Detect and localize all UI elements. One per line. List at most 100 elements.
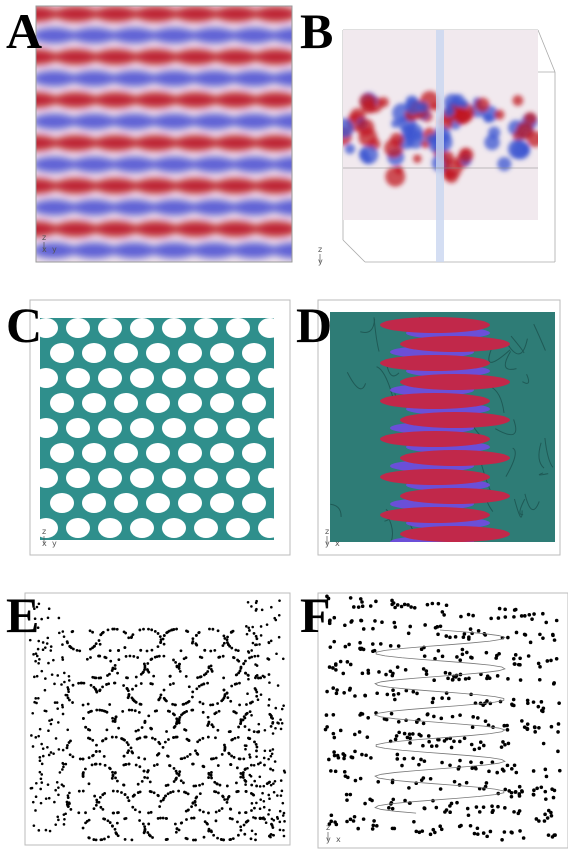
hole [130,418,154,438]
dot [127,696,130,699]
dot [99,676,102,679]
dot [236,766,239,769]
dot [237,649,240,652]
dot [66,746,69,749]
dot [369,604,373,608]
dot [250,784,253,787]
dot [242,758,245,761]
dot [143,721,146,724]
hole [146,493,170,513]
dot [532,612,536,616]
dot [370,799,374,803]
dot [257,698,260,701]
dot [555,657,559,661]
dot [206,682,209,685]
dot [63,681,66,684]
red-lobe [174,135,218,151]
dot [351,756,355,760]
dot [339,660,343,664]
hole [194,418,218,438]
dot [366,716,370,720]
panel-label: C [6,297,42,353]
dot [135,730,138,733]
dot [167,738,170,741]
hole [210,343,234,363]
dot [69,753,72,756]
dot [423,807,427,811]
dot [229,817,232,820]
hole [258,468,282,488]
dot [404,668,408,672]
dot [163,634,166,637]
dot [196,676,199,679]
red-lobe [54,178,98,194]
dot [358,641,362,645]
dot [190,817,193,820]
dot [523,633,527,637]
red-lobe [214,6,258,22]
dot [79,758,82,761]
dot [165,817,168,820]
dot [343,770,347,774]
dot [207,736,210,739]
dot [516,812,520,816]
dot [235,712,238,715]
blue-lobe [152,71,196,87]
dot [190,805,193,808]
dot [478,746,482,750]
blue-lobe [272,71,316,87]
dot [375,691,379,695]
dot [169,683,172,686]
dot [175,831,178,834]
dot [518,785,522,789]
dot [51,718,54,721]
dot [102,739,105,742]
blue-lobe [192,243,236,259]
dot [280,794,283,797]
axis-label: x [42,539,47,548]
dot [336,754,340,758]
dot [245,703,248,706]
hole [50,393,74,413]
dot [139,790,142,793]
dot [260,625,263,628]
dot [496,674,500,678]
dot [195,644,198,647]
dot [162,798,165,801]
dot [283,835,286,838]
dot [143,758,146,761]
dot [137,729,140,732]
red-lobe [174,92,218,108]
dot [458,759,462,763]
dot [188,685,191,688]
dot [54,789,57,792]
dot [76,649,79,652]
hole [34,468,58,488]
dot [173,767,176,770]
dot [228,645,231,648]
dot [440,696,444,700]
dot [126,687,129,690]
dot [114,828,117,831]
hole [130,318,154,338]
dot [35,795,38,798]
dot [147,628,150,631]
blue-lobe [32,71,76,87]
dot [268,781,271,784]
dot [43,709,46,712]
dot [139,649,142,652]
dot [246,633,249,636]
dot [39,756,42,759]
dot [160,693,163,696]
dot [353,733,357,737]
dot [268,642,271,645]
dot [86,658,89,661]
dot [207,722,210,725]
dot [47,616,50,619]
dot [541,636,545,640]
dot [546,816,550,820]
dot [186,837,189,840]
dot [419,758,423,762]
dot [42,755,45,758]
dot [179,670,182,673]
